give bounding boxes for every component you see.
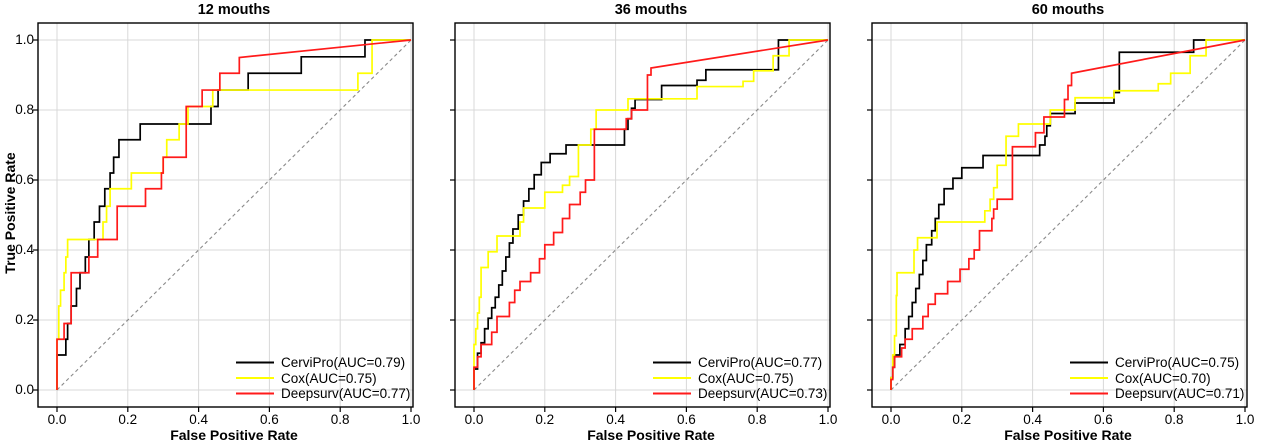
panel1-x-axis-title: False Positive Rate (170, 427, 298, 443)
panel2-legend-deepsurv: Deepsurv(AUC=0.73) (698, 386, 828, 401)
panel3-x-tick: 0.8 (1164, 412, 1184, 427)
panel2-x-tick: 0.4 (606, 412, 625, 427)
panel3-x-tick: 0.4 (1023, 412, 1042, 427)
panel1-legend-cox: Cox(AUC=0.75) (281, 370, 377, 386)
panel3-x-axis-title: False Positive Rate (1004, 427, 1132, 443)
panel1-x-tick: 0.6 (260, 412, 279, 427)
panel1-x-tick: 0.0 (47, 412, 67, 427)
panel3-x-tick: 0.0 (881, 412, 901, 427)
panel1-legend-deepsurv: Deepsurv(AUC=0.77) (281, 386, 411, 401)
panel1-x-tick: 1.0 (401, 412, 421, 427)
panel1-x-tick: 0.4 (189, 412, 208, 427)
panel1-title: 12 mouths (197, 2, 271, 18)
panel2-x-tick: 0.8 (747, 412, 767, 427)
y-tick-label: 1.0 (15, 32, 34, 47)
panel3-x-tick: 0.2 (952, 412, 972, 427)
panel3-x-tick: 1.0 (1235, 412, 1255, 427)
panel2-x-tick: 0.6 (677, 412, 696, 427)
panel1-legend-cervipro: CerviPro(AUC=0.79) (281, 355, 406, 370)
panel3-legend-deepsurv: Deepsurv(AUC=0.71) (1115, 386, 1245, 401)
panel3-legend-cox: Cox(AUC=0.70) (1115, 370, 1211, 386)
y-tick-label: 0.6 (15, 172, 34, 187)
y-tick-label: 0.2 (15, 312, 34, 327)
panel1-x-tick: 0.2 (118, 412, 138, 427)
panel2-x-tick: 0.2 (535, 412, 555, 427)
panel2-x-tick: 1.0 (818, 412, 838, 427)
y-tick-label: 0.0 (15, 382, 34, 397)
panel1-x-tick: 0.8 (330, 412, 350, 427)
panel2-legend-cervipro: CerviPro(AUC=0.77) (698, 355, 823, 370)
y-tick-label: 0.8 (15, 102, 34, 117)
panel3-x-tick: 0.6 (1094, 412, 1113, 427)
y-tick-label: 0.4 (15, 242, 34, 257)
panel2-legend-cox: Cox(AUC=0.75) (698, 370, 794, 386)
panel2-x-tick: 0.0 (464, 412, 484, 427)
panel2-title: 36 mouths (614, 2, 688, 18)
panel3-title: 60 mouths (1031, 2, 1105, 18)
panel3-legend-cervipro: CerviPro(AUC=0.75) (1115, 355, 1240, 370)
panel2-x-axis-title: False Positive Rate (587, 427, 715, 443)
